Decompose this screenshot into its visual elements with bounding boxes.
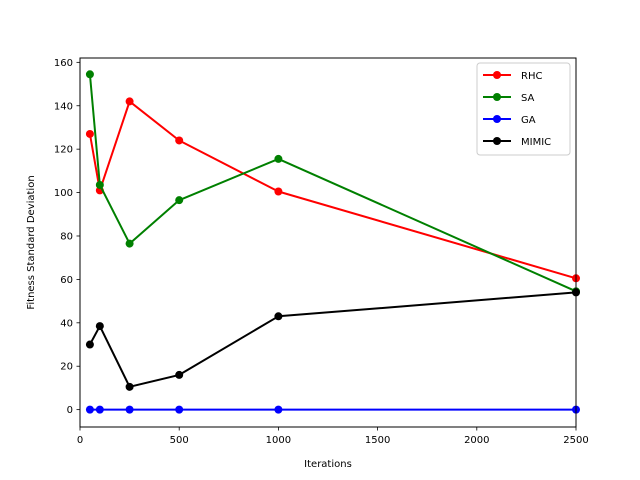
data-point-ga <box>125 405 134 414</box>
y-tick-label: 60 <box>60 275 73 286</box>
legend-label: GA <box>521 115 536 126</box>
legend-label: MIMIC <box>521 137 551 148</box>
legend-item-ga: GA <box>483 115 536 126</box>
data-point-ga <box>95 405 104 414</box>
data-point-ga <box>85 405 94 414</box>
legend-item-mimic: MIMIC <box>483 137 551 148</box>
data-point-mimic <box>175 370 184 379</box>
x-axis: 0 500 1000 1500 2000 2500 <box>77 427 589 446</box>
y-tick-label: 80 <box>60 231 73 242</box>
legend-box <box>476 62 571 156</box>
data-point-rhc <box>175 136 184 145</box>
legend-label: RHC <box>521 71 542 82</box>
legend-marker <box>493 137 501 145</box>
plot-frame <box>79 57 577 428</box>
y-tick-label: 40 <box>60 318 73 329</box>
x-tick-label: 500 <box>170 435 189 446</box>
x-tick-label: 1500 <box>365 435 390 446</box>
y-tick-label: 20 <box>60 362 73 373</box>
y-axis-label: Fitness Standard Deviation <box>26 175 37 309</box>
data-point-ga <box>274 405 283 414</box>
x-tick-label: 2000 <box>464 435 489 446</box>
y-axis: 0 20 40 60 80 100 120 140 160 <box>54 58 80 416</box>
y-tick-label: 100 <box>54 188 73 199</box>
data-point-rhc <box>274 187 283 196</box>
data-point-sa <box>274 154 283 163</box>
data-point-sa <box>95 180 104 189</box>
legend-marker <box>493 93 501 101</box>
x-axis-label: Iterations <box>304 459 352 470</box>
data-point-mimic <box>95 322 104 331</box>
data-point-sa <box>85 70 94 79</box>
x-tick-label: 2500 <box>563 435 588 446</box>
data-point-mimic <box>125 382 134 391</box>
data-point-mimic <box>85 340 94 349</box>
legend-label: SA <box>521 93 535 104</box>
y-tick-label: 160 <box>54 58 73 69</box>
y-tick-label: 120 <box>54 145 73 156</box>
legend-marker <box>493 115 501 123</box>
data-point-mimic <box>274 312 283 321</box>
series-ga <box>85 405 580 414</box>
legend-item-rhc: RHC <box>483 71 542 82</box>
data-point-sa <box>175 196 184 205</box>
y-tick-label: 140 <box>54 101 73 112</box>
x-tick-label: 0 <box>77 435 83 446</box>
data-point-rhc <box>125 97 134 106</box>
data-point-ga <box>175 405 184 414</box>
y-tick-label: 0 <box>67 405 73 416</box>
legend: RHC SA GA MIMIC <box>476 62 571 156</box>
series-line-rhc <box>88 100 577 280</box>
series-mimic <box>85 288 580 391</box>
data-point-sa <box>125 239 134 248</box>
data-point-rhc <box>85 129 94 138</box>
legend-item-sa: SA <box>483 93 535 104</box>
legend-marker <box>493 71 501 79</box>
x-tick-label: 1000 <box>266 435 291 446</box>
series-line-sa <box>88 74 577 293</box>
